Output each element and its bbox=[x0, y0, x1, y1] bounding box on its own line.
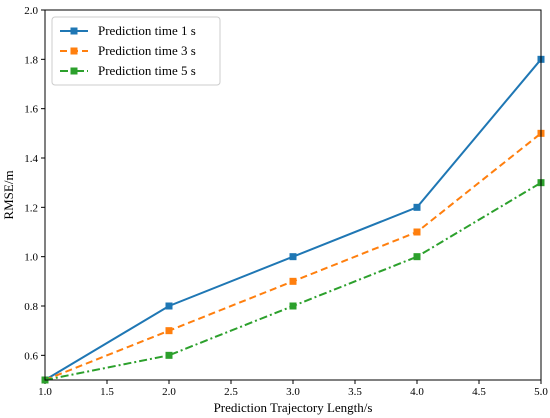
series-2-point bbox=[413, 228, 421, 236]
legend-marker-1 bbox=[70, 27, 78, 35]
series-1-point bbox=[413, 203, 421, 211]
y-axis-label: RMSE/m bbox=[1, 170, 16, 219]
legend-box bbox=[51, 16, 221, 86]
x-axis-label: Prediction Trajectory Length/s bbox=[214, 400, 373, 415]
series-3-point bbox=[165, 351, 173, 359]
x-tick-label: 2.5 bbox=[224, 386, 238, 398]
x-tick-label: 2.0 bbox=[162, 386, 176, 398]
x-tick-label: 1.0 bbox=[38, 386, 52, 398]
legend-label-2: Prediction time 3 s bbox=[98, 43, 196, 58]
y-tick-label: 1.8 bbox=[24, 54, 38, 66]
x-tick-label: 5.0 bbox=[534, 386, 548, 398]
y-tick-label: 1.0 bbox=[24, 252, 38, 264]
legend-marker-2 bbox=[70, 47, 78, 55]
series-2-point bbox=[165, 327, 173, 335]
y-tick-label: 1.6 bbox=[24, 104, 38, 116]
x-tick-label: 1.5 bbox=[100, 386, 114, 398]
series-2-point bbox=[289, 277, 297, 285]
y-tick-label: 0.6 bbox=[24, 350, 38, 362]
x-tick-label: 3.5 bbox=[348, 386, 362, 398]
y-tick-label: 0.8 bbox=[24, 301, 38, 313]
x-tick-label: 3.0 bbox=[286, 386, 300, 398]
legend: Prediction time 1 s Prediction time 3 s Pr… bbox=[51, 16, 221, 86]
series-1-point bbox=[289, 253, 297, 261]
series-line-1 bbox=[44, 58, 542, 381]
legend-label-1: Prediction time 1 s bbox=[98, 23, 196, 38]
series-3-point bbox=[289, 302, 297, 310]
legend-label-3: Prediction time 5 s bbox=[98, 63, 196, 78]
x-tick-label: 4.5 bbox=[472, 386, 486, 398]
legend-marker-3 bbox=[70, 67, 78, 75]
series-1-point bbox=[165, 302, 173, 310]
y-tick-label: 2.0 bbox=[24, 5, 38, 17]
plot-frame bbox=[44, 9, 542, 381]
series-3-point bbox=[413, 253, 421, 261]
y-tick-label: 1.4 bbox=[24, 153, 38, 165]
y-tick-label: 1.2 bbox=[24, 202, 38, 214]
x-tick-label: 4.0 bbox=[410, 386, 424, 398]
ticks-layer: 1.0 1.5 2.0 2.5 3.0 3.5 4.0 4.5 5.0 0.6 0.8 1.0 1.2 1… bbox=[24, 5, 548, 398]
series-layer bbox=[41, 55, 545, 384]
